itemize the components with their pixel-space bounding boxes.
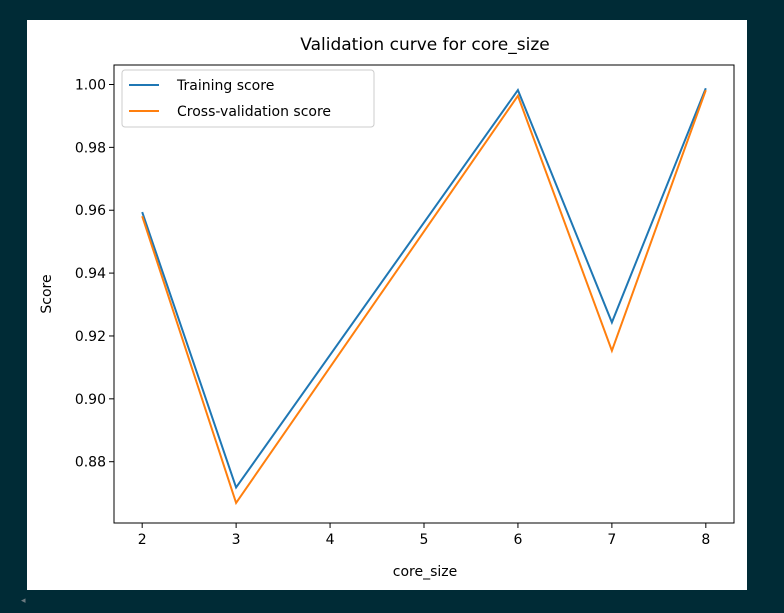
y-tick-label: 1.00 xyxy=(75,77,106,93)
training-score-line xyxy=(141,87,707,490)
x-tick-label: 4 xyxy=(326,532,335,548)
legend: Training score Cross-validation score xyxy=(121,69,375,128)
figure-panel: Validation curve for core_size 2 3 4 5 6 7 8 0… xyxy=(27,20,747,590)
y-tick-label: 0.94 xyxy=(75,266,106,282)
x-tick-label: 6 xyxy=(513,532,522,548)
y-tick-label: 0.92 xyxy=(75,329,106,345)
legend-label-cross-validation: Cross-validation score xyxy=(177,104,331,120)
y-tick-label: 0.90 xyxy=(75,392,106,408)
x-tick-label: 8 xyxy=(701,532,710,548)
y-tick-label: 0.96 xyxy=(75,203,106,219)
x-axis: 2 3 4 5 6 7 8 xyxy=(138,523,710,548)
legend-box xyxy=(121,69,375,128)
y-axis: 0.88 0.90 0.92 0.94 0.96 0.98 1.00 xyxy=(75,77,114,471)
y-axis-label: Score xyxy=(39,274,55,313)
cross-validation-score-line xyxy=(141,89,707,506)
x-tick-label: 3 xyxy=(232,532,241,548)
scroll-left-icon[interactable]: ◂ xyxy=(21,596,26,606)
x-tick-label: 2 xyxy=(138,532,147,548)
chart-title: Validation curve for core_size xyxy=(300,35,549,55)
x-tick-label: 7 xyxy=(607,532,616,548)
x-tick-label: 5 xyxy=(420,532,429,548)
y-tick-label: 0.98 xyxy=(75,140,106,156)
series-layer xyxy=(141,87,707,506)
x-axis-label: core_size xyxy=(393,564,457,580)
legend-label-training: Training score xyxy=(176,78,274,94)
validation-curve-chart: Validation curve for core_size 2 3 4 5 6 7 8 0… xyxy=(39,35,735,580)
y-tick-label: 0.88 xyxy=(75,455,106,471)
axes-frame xyxy=(113,64,735,524)
